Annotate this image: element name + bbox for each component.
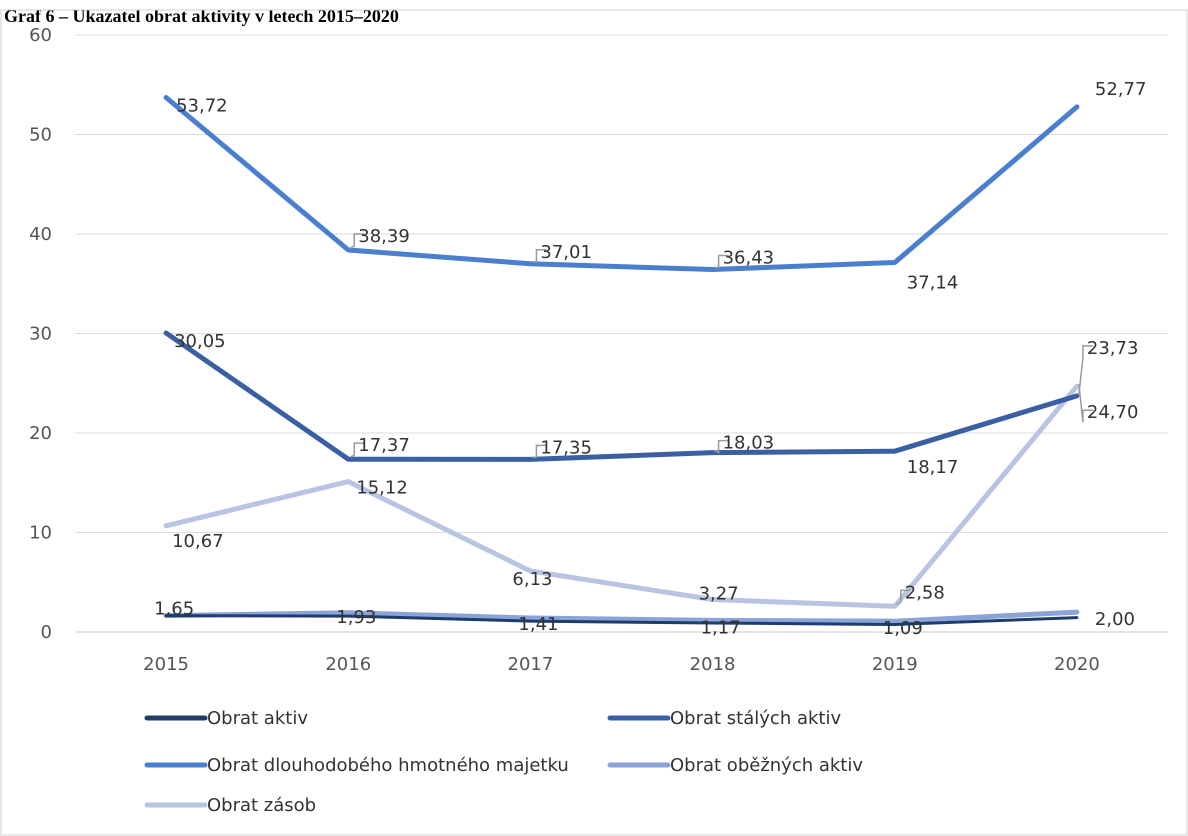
legend-label: Obrat dlouhodobého hmotného majetku: [207, 755, 569, 776]
data-label: 38,39: [358, 226, 410, 247]
leader-line: [349, 233, 365, 249]
x-tick-label: 2018: [690, 654, 736, 675]
x-axis-ticks: 2015 2016 2017 2018 2019 2020: [143, 654, 1100, 675]
legend-item: Obrat stálých aktiv: [607, 708, 841, 729]
chart-caption: Graf 6 – Ukazatel obrat aktivity v letec…: [4, 6, 399, 26]
data-label: 24,70: [1087, 402, 1139, 423]
data-label: 30,05: [174, 331, 226, 352]
x-tick-label: 2017: [508, 654, 554, 675]
y-axis-ticks: 0 10 20 30 40 50 60: [29, 25, 52, 643]
leader-line: [714, 439, 729, 454]
series-line: [163, 609, 1080, 624]
y-tick-label: 40: [29, 224, 52, 245]
data-label: 6,13: [512, 569, 552, 590]
leader-line: [349, 442, 365, 458]
y-tick-label: 60: [29, 25, 52, 46]
legend-item: Obrat aktiv: [144, 708, 308, 729]
label-leaders: [349, 233, 1093, 605]
data-label: 17,35: [540, 437, 592, 458]
leader-line: [714, 254, 729, 269]
data-label: 2,00: [1095, 609, 1135, 630]
data-label: 36,43: [723, 248, 775, 269]
x-tick-label: 2015: [143, 654, 189, 675]
leader-line: [1078, 345, 1093, 394]
leader-line: [896, 589, 911, 605]
data-label: 1,09: [883, 618, 923, 639]
legend-item: Obrat oběžných aktiv: [607, 755, 863, 776]
data-label: 15,12: [356, 478, 408, 499]
data-label: 1,93: [336, 607, 376, 628]
y-tick-label: 30: [29, 324, 52, 345]
legend-item: Obrat dlouhodobého hmotného majetku: [144, 755, 569, 776]
legend-label: Obrat oběžných aktiv: [670, 755, 863, 776]
legend-item: Obrat zásob: [144, 795, 316, 816]
data-label: 1,17: [701, 617, 741, 638]
y-tick-label: 0: [41, 622, 52, 643]
leader-line: [532, 444, 547, 459]
x-tick-label: 2019: [872, 654, 918, 675]
legend-label: Obrat stálých aktiv: [670, 708, 841, 729]
series-line: [163, 330, 1080, 462]
series-line: [163, 95, 1080, 272]
data-label: 2,58: [905, 582, 945, 603]
leader-line: [532, 249, 547, 263]
data-label: 1,65: [154, 599, 194, 620]
data-label: 17,37: [358, 435, 410, 456]
legend-label: Obrat zásob: [207, 795, 316, 816]
data-label: 23,73: [1087, 338, 1139, 359]
data-label: 37,14: [907, 272, 959, 293]
data-label: 52,77: [1095, 79, 1147, 100]
series-lines: [163, 95, 1080, 626]
x-tick-label: 2020: [1054, 654, 1100, 675]
leader-line: [1078, 384, 1093, 423]
data-label: 10,67: [172, 531, 224, 552]
y-tick-label: 10: [29, 523, 52, 544]
data-label: 37,01: [540, 242, 592, 263]
gridlines: [75, 34, 1168, 633]
data-label: 3,27: [699, 583, 739, 604]
series-line: [164, 614, 1079, 626]
y-tick-label: 20: [29, 423, 52, 444]
legend: Obrat aktiv Obrat stálých aktiv Obrat dlou…: [144, 708, 863, 816]
x-tick-label: 2016: [325, 654, 371, 675]
data-label: 18,03: [723, 433, 775, 454]
legend-label: Obrat aktiv: [207, 708, 308, 729]
y-tick-label: 50: [29, 125, 52, 146]
data-label: 18,17: [907, 457, 959, 478]
data-label: 1,41: [518, 614, 558, 635]
data-label: 53,72: [176, 95, 228, 116]
data-labels: 1,65 30,05 17,37 17,35 18,03 18,17 23,73 53,72 3…: [154, 79, 1146, 639]
chart-border: [0, 9, 1188, 836]
series-line: [163, 383, 1080, 609]
